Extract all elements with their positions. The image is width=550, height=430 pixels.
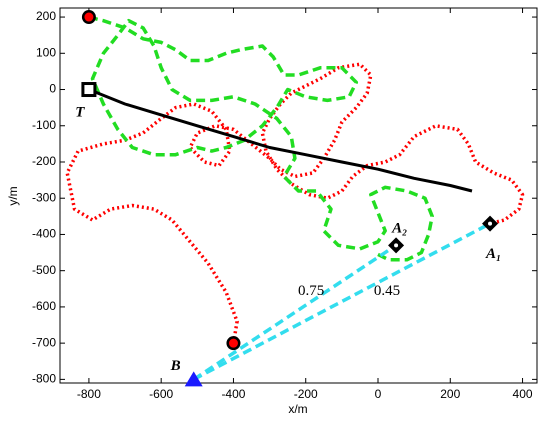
start-marker-core (228, 338, 238, 348)
y-tick-label: 200 (36, 9, 56, 23)
anchor-marker-core (488, 221, 493, 226)
start-marker-core (84, 12, 94, 22)
target-marker (81, 82, 97, 98)
x-tick-label: 200 (440, 387, 460, 401)
plot-area (59, 7, 538, 384)
x-tick-label: -600 (149, 387, 173, 401)
x-tick-label: -800 (77, 387, 101, 401)
x-tick-label: 0 (375, 387, 382, 401)
trajectory (192, 243, 398, 381)
y-tick-label: -800 (32, 372, 56, 386)
y-tick-label: 0 (49, 82, 56, 96)
annotation: A₂ (391, 220, 407, 236)
annotation: T (75, 105, 85, 121)
y-tick-label: -100 (32, 118, 56, 132)
x-tick-label: 400 (513, 387, 533, 401)
y-tick-label: -200 (32, 154, 56, 168)
y-tick-label: -600 (32, 299, 56, 313)
x-tick-label: -400 (221, 387, 245, 401)
y-tick-label: -400 (32, 227, 56, 241)
annotation: A₁ (485, 246, 501, 262)
y-tick-label: 100 (36, 45, 56, 59)
trajectory (88, 88, 473, 193)
y-tick-label: -500 (32, 263, 56, 277)
annotation: 0.45 (374, 283, 400, 299)
anchor-marker-core (394, 243, 399, 248)
trajectory (65, 62, 525, 344)
y-tick-label: -700 (32, 335, 56, 349)
trajectory (88, 15, 434, 262)
annotation: B (170, 358, 181, 374)
base-marker (184, 371, 203, 387)
y-axis-label: y/m (6, 186, 20, 205)
y-tick-label: -300 (32, 190, 56, 204)
x-tick-label: -200 (294, 387, 318, 401)
x-axis-label: x/m (288, 402, 307, 416)
annotation: 0.75 (298, 283, 324, 299)
